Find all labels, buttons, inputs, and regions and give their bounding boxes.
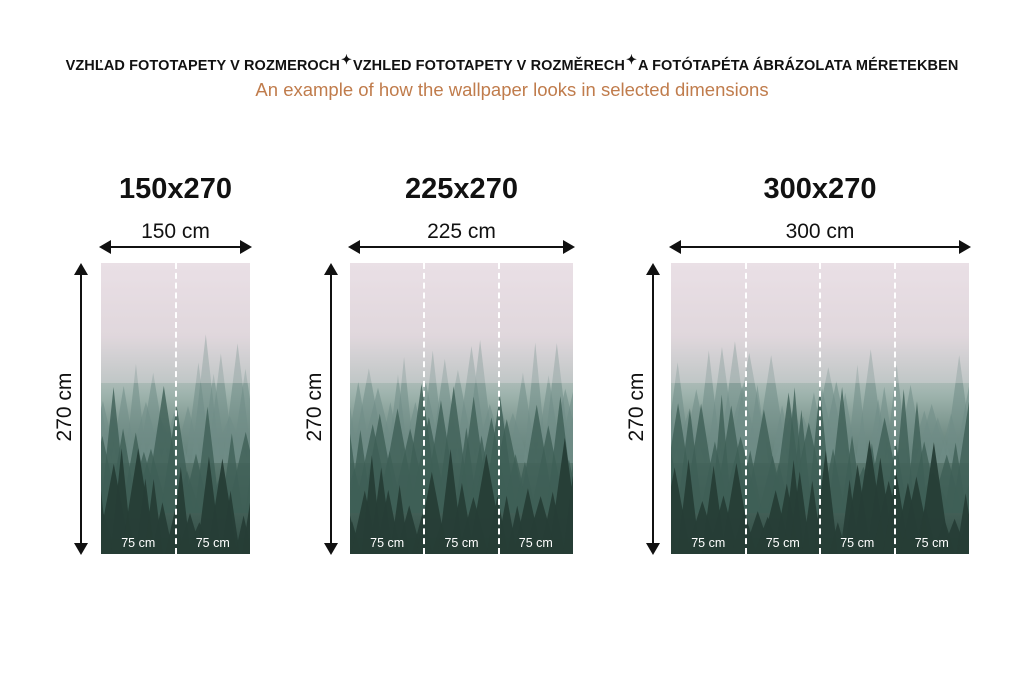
strip-width-label: 75 cm [195,536,230,550]
seam-line [497,263,500,554]
width-label: 300 cm [785,220,855,243]
header-titles: VZHĽAD FOTOTAPETY V ROZMEROCH✦VZHLED FOT… [0,52,1024,74]
strip-width-label: 75 cm [840,536,875,550]
strip-width-label: 75 cm [121,536,156,550]
title-hu: A FOTÓTAPÉTA ÁBRÁZOLATA MÉRETEKBEN [637,58,959,74]
title-sk: VZHĽAD FOTOTAPETY V ROZMEROCH [65,58,340,74]
seam-line [893,263,896,554]
variant-title: 150x270 [119,173,232,205]
width-arrow [669,240,971,254]
height-arrow [74,263,88,555]
height-label: 270 cm [625,372,648,442]
seam-line [744,263,747,554]
tree-shape [151,502,174,554]
strip-width-label: 75 cm [691,536,726,550]
subtitle: An example of how the wallpaper looks in… [255,79,769,100]
tree-shape [194,406,221,513]
wallpaper-preview: 75 cm 75 cm 75 cm 75 cm [671,263,969,554]
sparkle-icon: ✦ [625,52,637,67]
strip-width-label: 75 cm [518,536,553,550]
height-label: 270 cm [53,372,76,442]
width-label: 225 cm [427,220,496,243]
seam-line [174,263,177,554]
height-label: 270 cm [303,372,326,442]
height-arrow [646,263,660,555]
sparkle-icon: ✦ [340,52,352,67]
seam-line [423,263,426,554]
tree-shape [221,490,240,554]
seam-line [819,263,821,554]
height-arrow [324,263,338,555]
strip-width-label: 75 cm [765,536,800,550]
width-label: 150 cm [141,220,210,243]
tree-shape [563,475,573,554]
variant-title: 300x270 [763,173,877,205]
tree-shape [917,442,950,554]
width-arrow [99,240,252,254]
width-arrow [348,240,575,254]
wallpaper-preview: 75 cm 75 cm [101,263,250,554]
wallpaper-preview: 75 cm 75 cm 75 cm [350,263,573,554]
tree-shape [227,431,250,513]
strip-width-label: 75 cm [444,536,479,550]
title-cz: VZHLED FOTOTAPETY V ROZMĚRECH [352,58,625,74]
strip-width-label: 75 cm [370,536,405,550]
variant-title: 225x270 [405,173,518,205]
tree-shape [956,513,969,554]
strip-width-label: 75 cm [914,536,949,550]
